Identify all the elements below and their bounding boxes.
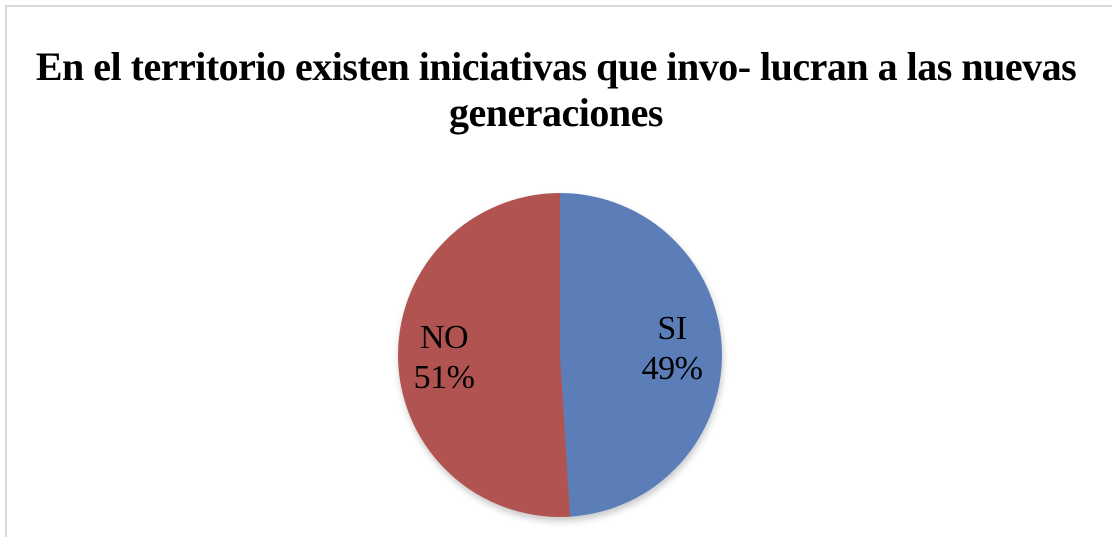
chart-title-line-2: lucran a las nuevas generaciones <box>449 44 1077 135</box>
pie-slice-si-percent: 49% <box>641 350 703 387</box>
pie-chart <box>398 193 722 517</box>
pie-slice-label-no: NO 51% <box>414 318 475 398</box>
chart-title-line-1: En el territorio existen iniciativas que… <box>35 44 751 89</box>
pie-slice-no-percent: 51% <box>413 359 475 396</box>
chart-title: En el territorio existen iniciativas que… <box>0 44 1112 136</box>
chart-frame-border-top <box>5 5 1112 7</box>
pie-slice-label-si: SI 49% <box>642 309 703 389</box>
chart-frame-border-left <box>5 5 7 537</box>
pie-slice-si-name: SI <box>657 310 687 347</box>
pie-slice-no-name: NO <box>419 319 469 356</box>
